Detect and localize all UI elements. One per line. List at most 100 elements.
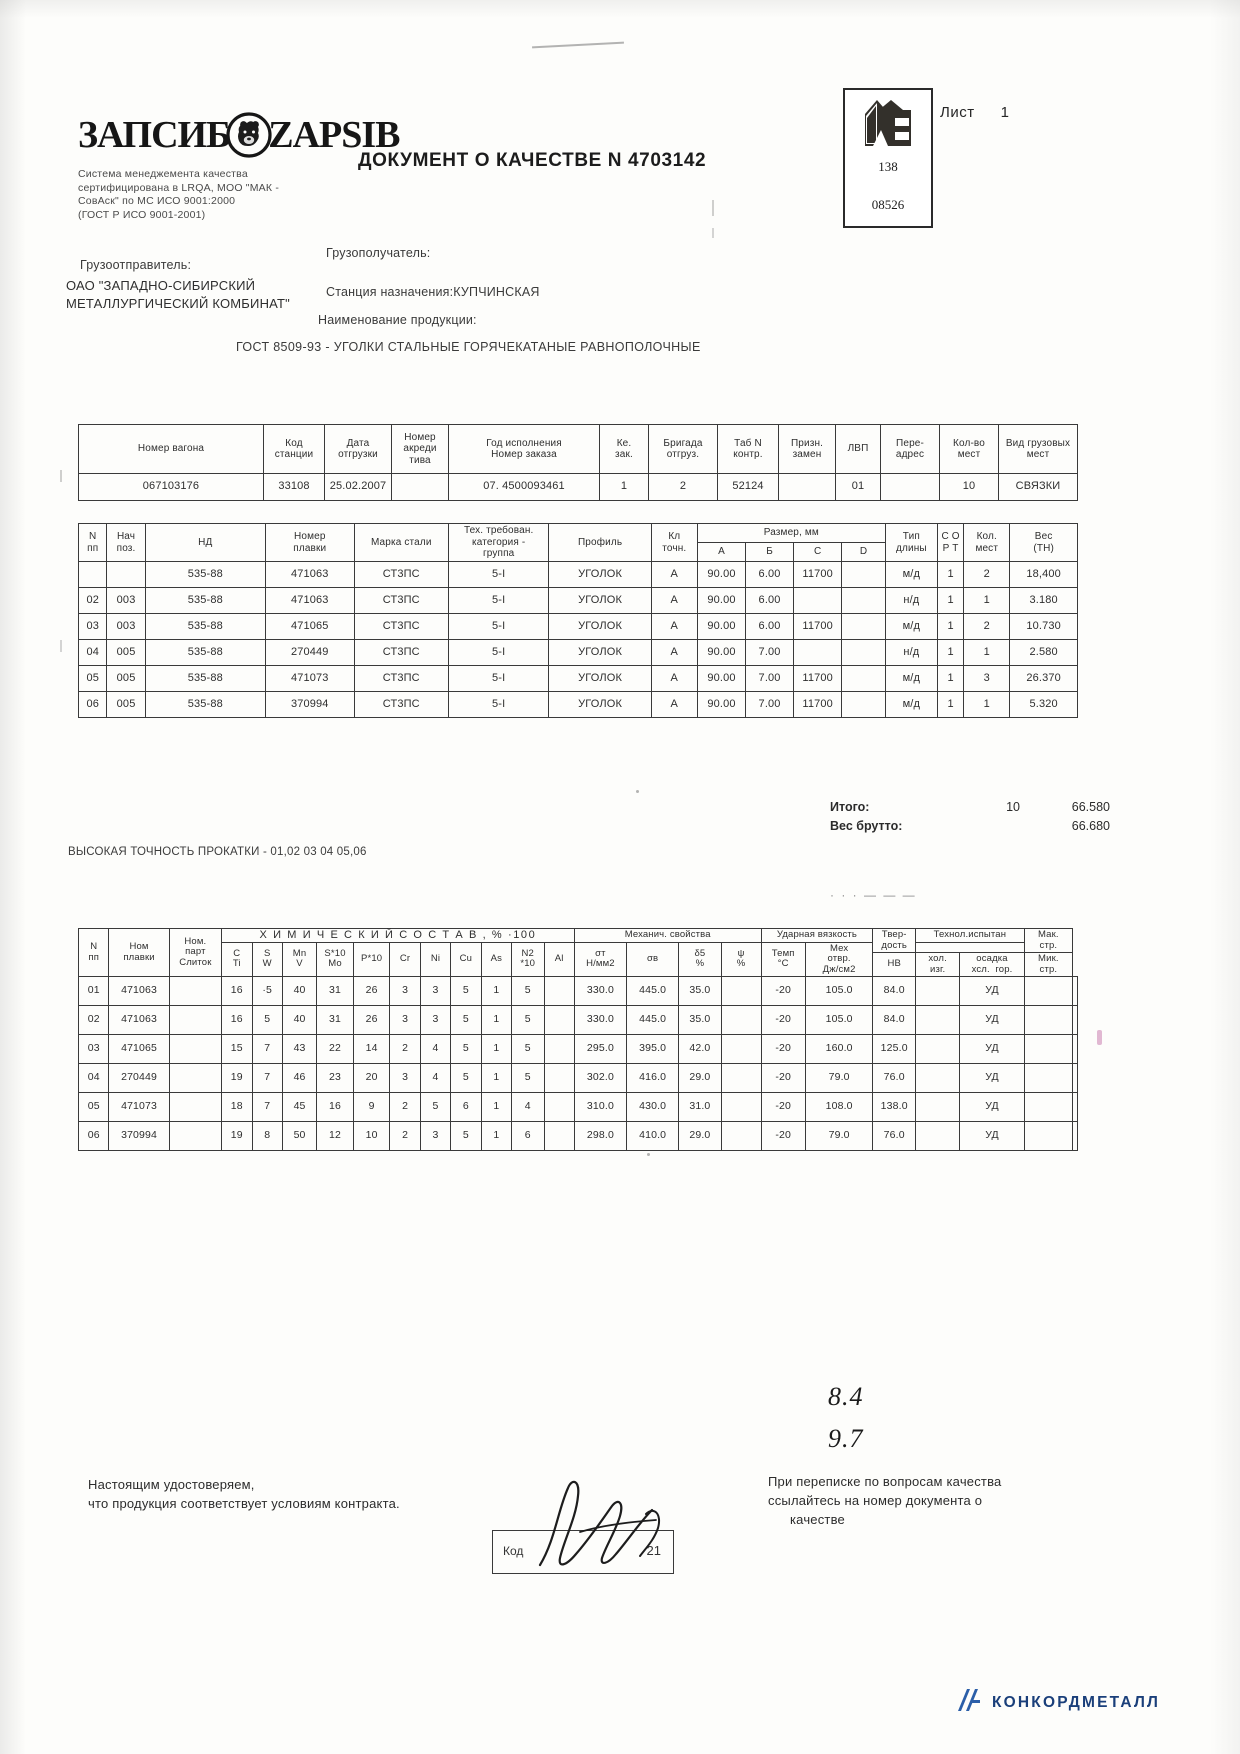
- table-row: 03 003 535-88 471065 СТ3ПС 5-I УГОЛОК А 90.00 6.0…: [77, 613, 1078, 640]
- table-row: 06 005 535-88 370994 СТ3ПС 5-I УГОЛОК А 90.00 7.0…: [77, 691, 1078, 718]
- sheet-number: 1: [1000, 104, 1010, 121]
- chemical-mechanical-table: N пп Ном плавки Ном. парт Слиток Х И М И…: [77, 928, 1078, 1151]
- cell-P10: 10: [352, 1121, 391, 1151]
- cell-item-no: 04: [77, 639, 108, 666]
- cell-size-c: 11700: [793, 613, 843, 640]
- brand-logo-icon: [955, 1686, 983, 1719]
- cell-impact-energy-1: 160.0: [804, 1034, 874, 1064]
- cell-cold-bend: УД: [959, 1034, 1025, 1064]
- header-line: стр.: [1039, 963, 1058, 975]
- gross-label: Вес брутто:: [830, 819, 903, 833]
- col-P10: P*10: [352, 941, 391, 977]
- col-weight: Вес (ТН): [1009, 523, 1078, 562]
- header-line: адрес: [895, 449, 925, 460]
- cell-temp: -20: [760, 1063, 806, 1093]
- total-row: Итого: 10 66.580: [830, 800, 1110, 814]
- header-line: Ке.: [616, 437, 632, 449]
- cell-Cr: 2: [389, 1092, 421, 1122]
- cell-C: 19: [221, 1063, 253, 1093]
- cell-size-a: 90.00: [696, 561, 747, 588]
- table-header-row: Номер вагона Код станции Дата отгрузки Н…: [78, 424, 1078, 474]
- cell-heat-number: 270449: [264, 639, 355, 666]
- cell-steel-grade: СТ3ПС: [353, 691, 449, 718]
- cell-tech-requirements: 5-I: [447, 639, 550, 666]
- header-line: Мик.: [1038, 953, 1059, 964]
- cell-accuracy-class: А: [650, 691, 698, 718]
- cell-length-type: н/д: [884, 587, 938, 614]
- col-heat-number: Номер плавки: [264, 523, 355, 562]
- table-row: 02 003 535-88 471063 СТ3ПС 5-I УГОЛОК А 90.00 6.0…: [77, 587, 1078, 614]
- cell-S: 7: [251, 1063, 283, 1093]
- header-line: Марка стали: [370, 536, 432, 548]
- header-line: Мак.: [1038, 929, 1059, 940]
- cell-impact-energy-1: 79.0: [804, 1121, 874, 1151]
- cell-hardness-hb: [914, 1034, 961, 1064]
- cell-delta5: 35.0: [678, 1005, 722, 1035]
- header-line: замен: [792, 449, 822, 460]
- table-row: 067103176 33108 25.02.2007 07. 450009346…: [78, 473, 1078, 501]
- logo-text-cyrillic: ЗАПСИБ: [78, 114, 231, 156]
- col-micro-structure: Мик. стр.: [1023, 952, 1074, 977]
- cell-size-c: 11700: [793, 561, 843, 588]
- cell-sort: 1: [936, 587, 965, 614]
- scan-artifact-tick: [712, 200, 714, 216]
- certification-statement: Система менеджемента качества сертифицир…: [78, 168, 328, 222]
- cell-sigma-t: 330.0: [573, 976, 628, 1006]
- cell-start-pos: 005: [106, 665, 146, 692]
- table-header-group-row: N пп Ном плавки Ном. парт Слиток Х И М И…: [77, 928, 1078, 977]
- header-line: пп: [88, 951, 100, 963]
- col-credit-number: Номер акреди тива: [391, 424, 449, 474]
- header-line: Профиль: [577, 536, 623, 548]
- group-hardness: Твер- дость: [872, 928, 916, 953]
- cell-sort: 1: [936, 639, 965, 666]
- header-line: группа: [482, 548, 515, 560]
- cell-S10: 16: [316, 1092, 354, 1122]
- cell-Cr: 3: [389, 1063, 421, 1093]
- cell-S: 7: [251, 1034, 283, 1064]
- header-line: W: [262, 958, 272, 970]
- cell-upset: [1023, 976, 1074, 1006]
- header-line: хсл. гор.: [971, 963, 1013, 975]
- header-line: As: [490, 953, 502, 964]
- col-item-no: N пп: [77, 523, 108, 562]
- certification-footer-left: Настоящим удостоверяем, что продукция со…: [88, 1475, 400, 1513]
- header-line: точн.: [662, 542, 687, 554]
- cell-places: 1: [963, 587, 1011, 614]
- cell-accuracy-class: А: [650, 665, 698, 692]
- cell-cold-bend: УД: [959, 1063, 1025, 1093]
- cell-cold-bend: УД: [959, 976, 1025, 1006]
- header-line: δ5: [694, 947, 706, 959]
- header-line: Слиток: [179, 956, 212, 968]
- cell-cold-bend: УД: [959, 1092, 1025, 1122]
- cell-ke-zak: 1: [599, 473, 649, 501]
- cell-Cr: 3: [389, 976, 421, 1006]
- col-steel-grade: Марка стали: [353, 523, 449, 562]
- col-S-W: S W: [251, 941, 283, 977]
- cell-steel-grade: СТ3ПС: [353, 639, 449, 666]
- group-mechanical-properties: Механич. свойства: [573, 928, 762, 943]
- header-line: Пере-: [896, 437, 924, 449]
- cell-Cu: 6: [450, 1092, 482, 1122]
- cell-sort: 1: [936, 691, 965, 718]
- cell-impact-energy-2: 76.0: [872, 1063, 916, 1093]
- col-impact-energy: Мех отвр. Дж/см2: [804, 941, 874, 977]
- cell-profile: УГОЛОК: [548, 665, 652, 692]
- header-line: плавки: [293, 542, 327, 554]
- cell-heat-number: 471063: [264, 561, 355, 588]
- cell-start-pos: [106, 561, 146, 588]
- cell-batch-ingot: [168, 1092, 223, 1122]
- watermark-brand: КОНКОРДМЕТАЛЛ: [955, 1686, 1160, 1719]
- cell-Al: [543, 1092, 575, 1122]
- cell-accuracy-class: А: [650, 561, 698, 588]
- cell-batch-ingot: [168, 1005, 223, 1035]
- scan-artifact-dashes: · · · — — —: [830, 888, 917, 902]
- header-line: Дж/см2: [822, 963, 856, 975]
- cell-length-type: м/д: [884, 613, 938, 640]
- certification-line: (ГОСТ Р ИСО 9001-2001): [78, 208, 206, 221]
- header-line: Вид грузовых мест: [1005, 437, 1071, 461]
- cell-ship-date: 25.02.2007: [324, 473, 392, 501]
- total-weight: 66.580: [1071, 800, 1110, 814]
- cell-profile: УГОЛОК: [548, 587, 652, 614]
- cell-weight: 10.730: [1009, 613, 1078, 640]
- scan-artifact-tick: [60, 470, 62, 482]
